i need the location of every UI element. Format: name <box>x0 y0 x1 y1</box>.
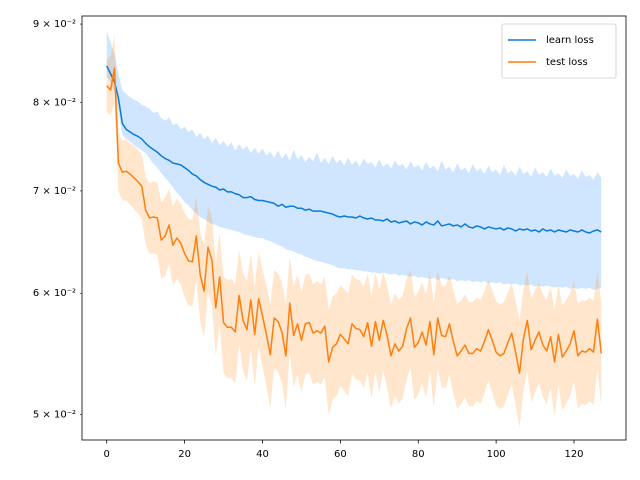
y-tick-label: 8 × 10⁻² <box>33 97 76 108</box>
axes: 0 20 40 60 80 100 120 5 × 10⁻² 6 × 10⁻² 7 × 10⁻² 8… <box>33 19 584 460</box>
x-tick-label: 0 <box>104 449 110 460</box>
legend: learn loss test loss <box>501 23 617 79</box>
plot-frame <box>81 15 627 441</box>
y-tick-label: 6 × 10⁻² <box>33 288 76 299</box>
legend-label: test loss <box>546 57 588 68</box>
legend-box <box>501 23 617 79</box>
x-tick-label: 120 <box>564 449 583 460</box>
x-tick-label: 20 <box>178 449 191 460</box>
bands <box>106 30 602 428</box>
legend-label: learn loss <box>546 35 594 46</box>
loss-line <box>106 65 602 234</box>
confidence-band <box>106 30 602 290</box>
lines <box>106 65 603 374</box>
y-tick-label: 9 × 10⁻² <box>33 19 76 30</box>
y-tick-label: 7 × 10⁻² <box>33 186 76 197</box>
x-tick-label: 100 <box>487 449 506 460</box>
x-tick-label: 80 <box>412 449 425 460</box>
confidence-band <box>106 35 602 428</box>
loss-line <box>106 67 603 374</box>
x-tick-label: 60 <box>334 449 347 460</box>
x-tick-label: 40 <box>256 449 269 460</box>
y-tick-label: 5 × 10⁻² <box>33 409 76 420</box>
